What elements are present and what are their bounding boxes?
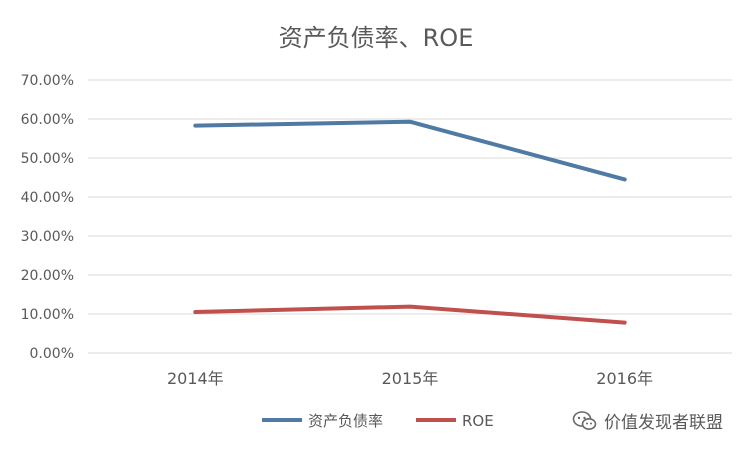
series-line [193, 119, 627, 182]
series-layer [193, 119, 627, 325]
y-tick-label: 60.00% [21, 112, 74, 128]
watermark-text: 价值发现者联盟 [604, 413, 723, 433]
x-tick-label: 2015年 [382, 369, 439, 388]
x-tick-label: 2016年 [596, 369, 653, 388]
y-tick-label: 10.00% [21, 307, 74, 323]
y-tick-label: 50.00% [21, 151, 74, 167]
y-tick-label: 30.00% [21, 229, 74, 245]
y-tick-label: 40.00% [21, 190, 74, 206]
x-axis: 2014年 2015年 2016年 [167, 369, 653, 388]
series-line [193, 304, 627, 325]
y-axis: 0.00% 10.00% 20.00% 30.00% 40.00% 50.00% 60.00… [21, 73, 74, 362]
wechat-icon [572, 410, 597, 430]
chart-title: 资产负债率、ROE [279, 24, 474, 52]
legend-label: 资产负债率 [308, 412, 383, 430]
y-tick-label: 0.00% [30, 346, 74, 362]
y-tick-label: 20.00% [21, 268, 74, 284]
x-tick-label: 2014年 [167, 369, 224, 388]
legend-label: ROE [462, 412, 494, 430]
y-tick-label: 70.00% [21, 73, 74, 89]
legend: 资产负债率 ROE [262, 412, 494, 430]
watermark: 价值发现者联盟 [572, 408, 723, 433]
